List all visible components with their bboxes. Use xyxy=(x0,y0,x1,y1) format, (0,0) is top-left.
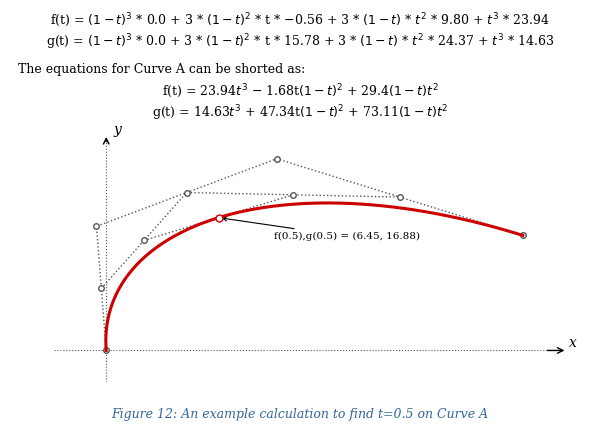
Text: f(0.5),g(0.5) = (6.45, 16.88): f(0.5),g(0.5) = (6.45, 16.88) xyxy=(223,217,420,241)
Text: g(t) = $(1-t)^3$ * 0.0 + 3 * $(1-t)^2$ * t * 15.78 + 3 * $(1-t)$ * $t^2$ * 24.37: g(t) = $(1-t)^3$ * 0.0 + 3 * $(1-t)^2$ *… xyxy=(46,33,554,52)
Text: f(t) = 23.94$t^3$ $-$ 1.68t$(1-t)^2$ + 29.4$(1-t)t^2$: f(t) = 23.94$t^3$ $-$ 1.68t$(1-t)^2$ + 2… xyxy=(161,82,439,100)
Text: Figure 12: An example calculation to find t=0.5 on Curve A: Figure 12: An example calculation to fin… xyxy=(112,408,488,421)
Text: The equations for Curve A can be shorted as:: The equations for Curve A can be shorted… xyxy=(18,63,305,76)
Text: x: x xyxy=(569,336,577,350)
Text: g(t) = 14.63$t^3$ + 47.34t$(1-t)^2$ + 73.11$(1-t)t^2$: g(t) = 14.63$t^3$ + 47.34t$(1-t)^2$ + 73… xyxy=(152,103,448,123)
Text: f(t) = $(1-t)^3$ * 0.0 + 3 * $(1-t)^2$ * t * $-$0.56 + 3 * $(1-t)$ * $t^2$ * 9.8: f(t) = $(1-t)^3$ * 0.0 + 3 * $(1-t)^2$ *… xyxy=(50,11,550,29)
Text: y: y xyxy=(113,123,121,137)
